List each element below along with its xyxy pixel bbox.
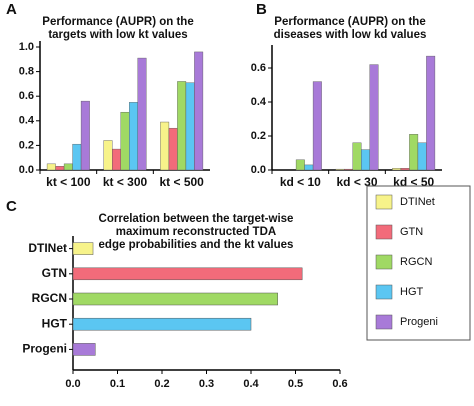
bar — [352, 142, 362, 171]
panel-label: B — [256, 1, 267, 18]
x-tick-label: kt < 300 — [103, 175, 148, 189]
y-tick-label: RGCN — [32, 291, 67, 305]
bar — [304, 164, 314, 171]
bar — [72, 143, 82, 171]
legend-label: DTINet — [400, 196, 435, 208]
bar — [55, 166, 65, 171]
bar — [72, 317, 252, 331]
bar — [409, 134, 419, 171]
bar — [417, 142, 427, 171]
bar — [72, 292, 278, 306]
y-tick-label: 0.8 — [19, 66, 34, 78]
chart-title: Performance (AUPR) on the — [274, 16, 425, 28]
legend-swatch — [375, 284, 393, 300]
legend-swatch — [375, 224, 393, 240]
y-tick-label: 1.0 — [19, 41, 34, 53]
legend-swatch — [375, 254, 393, 270]
x-tick-label: kt < 500 — [159, 175, 204, 189]
y-tick-label: 0.6 — [251, 62, 266, 74]
chart-title: Performance (AUPR) on the — [42, 16, 193, 28]
panel-label: C — [6, 198, 17, 215]
bar — [369, 64, 379, 171]
x-tick-label: kd < 10 — [280, 175, 321, 189]
chart-title: Correlation between the target-wise — [99, 213, 294, 225]
x-tick-label: kt < 100 — [46, 175, 91, 189]
x-tick-label: 0.2 — [154, 378, 169, 390]
bar — [361, 149, 370, 171]
x-tick-label: 0.4 — [243, 378, 259, 390]
chart-title: targets with low kt values — [48, 29, 187, 41]
bar — [103, 140, 113, 171]
y-tick-label: Progeni — [22, 342, 67, 356]
bar — [426, 55, 436, 171]
legend-label: GTN — [400, 226, 423, 238]
y-tick-label: HGT — [42, 316, 68, 330]
chart-title: diseases with low kd values — [274, 29, 427, 41]
bar — [400, 168, 410, 171]
chart-title: maximum reconstructed TDA — [116, 226, 276, 238]
y-tick-label: DTINet — [28, 241, 67, 255]
bar — [335, 168, 345, 171]
bar — [392, 168, 402, 171]
y-tick-label: 0.6 — [19, 90, 34, 102]
bar — [137, 57, 147, 171]
bar — [344, 168, 353, 171]
bar — [72, 267, 303, 281]
x-tick-label: 0.5 — [288, 378, 303, 390]
bar — [72, 343, 96, 356]
legend-label: RGCN — [400, 256, 432, 268]
bar — [160, 121, 170, 171]
bar — [63, 163, 73, 171]
x-tick-label: 0.6 — [332, 378, 347, 390]
y-tick-label: GTN — [42, 266, 67, 280]
panel-label: A — [6, 1, 17, 18]
legend-swatch — [375, 314, 393, 330]
bar — [295, 159, 305, 171]
bar — [129, 102, 138, 171]
bar — [46, 163, 56, 171]
bar — [185, 82, 195, 171]
bar — [72, 242, 94, 255]
bar — [194, 51, 204, 171]
bar — [112, 148, 121, 171]
legend-swatch — [375, 194, 393, 210]
x-tick-label: 0.0 — [65, 378, 80, 390]
x-tick-label: 0.3 — [199, 378, 214, 390]
bar — [168, 127, 178, 171]
legend-label: HGT — [400, 286, 424, 298]
y-tick-label: 0.0 — [19, 164, 34, 176]
y-tick-label: 0.0 — [251, 164, 266, 176]
legend-label: Progeni — [400, 316, 438, 328]
bar — [177, 81, 187, 171]
y-tick-label: 0.2 — [251, 130, 266, 142]
bar — [120, 111, 130, 171]
y-tick-label: 0.4 — [251, 96, 267, 108]
y-tick-label: 0.2 — [19, 139, 34, 151]
x-tick-label: 0.1 — [110, 378, 125, 390]
y-tick-label: 0.4 — [19, 115, 35, 127]
bar — [312, 81, 322, 171]
chart-title: edge probabilities and the kt values — [99, 239, 294, 251]
bar — [80, 100, 90, 171]
